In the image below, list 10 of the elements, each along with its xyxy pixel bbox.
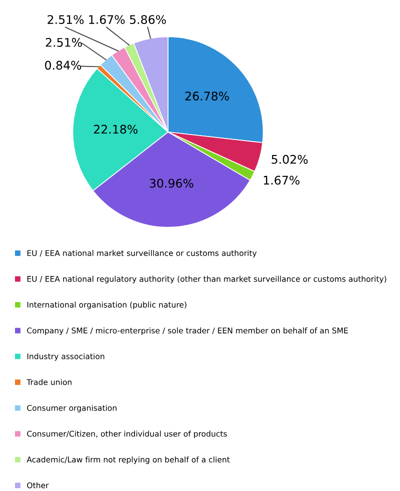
data-label: 1.67% [264, 176, 300, 185]
data-label: 5.86% [130, 15, 166, 24]
data-label: 30.96% [150, 178, 194, 188]
data-label: 26.78% [185, 92, 229, 101]
data-label: 5.02% [272, 154, 308, 164]
data-label: 22.18% [94, 124, 138, 134]
data-label: 2.51% [48, 15, 84, 24]
data-label: 1.67% [89, 15, 125, 24]
data-label: 0.84% [45, 60, 82, 70]
data-label: 2.51% [46, 38, 82, 47]
